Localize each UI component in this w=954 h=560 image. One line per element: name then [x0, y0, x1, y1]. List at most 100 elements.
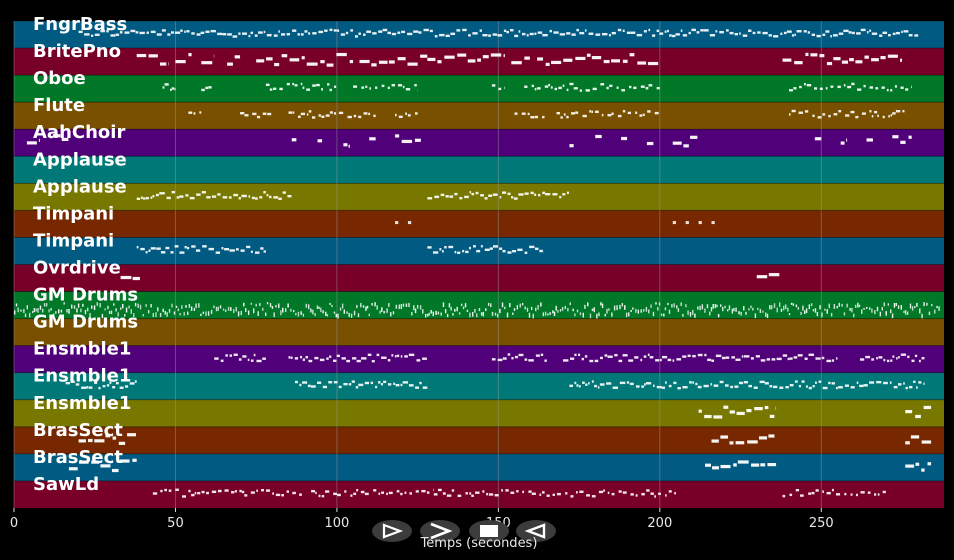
note: [815, 357, 821, 360]
note: [195, 303, 197, 309]
note: [413, 30, 419, 33]
note: [624, 305, 626, 310]
note: [289, 58, 300, 62]
note: [444, 246, 447, 249]
note: [419, 381, 422, 385]
note: [639, 114, 643, 117]
note: [511, 61, 522, 65]
note: [404, 355, 408, 358]
note: [869, 307, 871, 310]
note: [714, 304, 716, 309]
note: [816, 34, 821, 38]
note: [269, 303, 272, 308]
note: [826, 359, 832, 363]
note: [815, 489, 819, 492]
note: [592, 87, 597, 91]
note: [395, 221, 399, 225]
note: [689, 381, 692, 384]
note: [233, 353, 238, 356]
note: [113, 303, 115, 306]
note: [233, 193, 239, 197]
note: [537, 31, 543, 34]
note: [785, 304, 787, 310]
note: [118, 441, 126, 445]
note: [802, 305, 804, 311]
note: [434, 35, 438, 38]
note: [414, 84, 417, 87]
note: [923, 302, 925, 307]
note: [333, 359, 337, 362]
note: [397, 57, 406, 61]
note: [333, 112, 337, 115]
note: [210, 29, 216, 33]
note: [102, 384, 106, 388]
note: [559, 309, 562, 312]
note: [855, 60, 863, 64]
note: [491, 358, 496, 361]
next-button[interactable]: [420, 520, 460, 542]
note: [895, 110, 901, 113]
note: [346, 311, 348, 314]
note: [469, 312, 471, 318]
note: [779, 302, 781, 307]
note: [532, 313, 534, 319]
note: [174, 31, 181, 34]
stop-button[interactable]: [469, 520, 509, 542]
note: [647, 61, 659, 66]
note: [200, 313, 202, 316]
note: [48, 309, 50, 313]
note: [156, 33, 162, 36]
note: [780, 32, 783, 36]
note: [570, 495, 574, 498]
note: [281, 33, 286, 36]
note: [697, 306, 699, 310]
play-button[interactable]: [372, 520, 412, 542]
note: [166, 312, 168, 317]
note: [534, 193, 537, 196]
note: [193, 307, 196, 311]
note: [859, 384, 864, 388]
note: [668, 384, 672, 388]
note: [414, 308, 417, 314]
note: [616, 86, 619, 89]
note: [152, 312, 154, 318]
track-label: Timpani: [33, 203, 114, 224]
note: [640, 85, 645, 88]
note: [807, 31, 811, 34]
note: [186, 30, 190, 33]
back-button[interactable]: [516, 520, 556, 542]
note: [719, 380, 724, 384]
playback-controls[interactable]: [372, 520, 556, 542]
note: [457, 251, 461, 254]
note: [134, 302, 137, 307]
note: [780, 308, 783, 312]
note: [471, 494, 474, 497]
note: [107, 305, 109, 310]
note: [553, 31, 559, 34]
note: [439, 33, 445, 37]
button-background: [420, 520, 460, 542]
note: [514, 34, 519, 38]
note: [361, 86, 365, 89]
note: [621, 89, 625, 92]
note: [314, 313, 316, 317]
note: [341, 357, 346, 360]
note: [911, 359, 915, 363]
note: [575, 111, 579, 114]
play-outline-icon: [382, 523, 404, 539]
note: [494, 494, 499, 497]
note: [184, 30, 186, 33]
note: [855, 304, 857, 308]
note: [134, 380, 137, 383]
note: [574, 313, 576, 317]
note: [890, 114, 893, 117]
note: [618, 359, 623, 363]
note: [747, 440, 758, 444]
note: [482, 33, 488, 37]
note: [507, 192, 511, 196]
note: [327, 83, 330, 86]
note: [188, 111, 193, 114]
note: [699, 305, 701, 311]
note: [928, 311, 931, 316]
note: [401, 30, 406, 34]
